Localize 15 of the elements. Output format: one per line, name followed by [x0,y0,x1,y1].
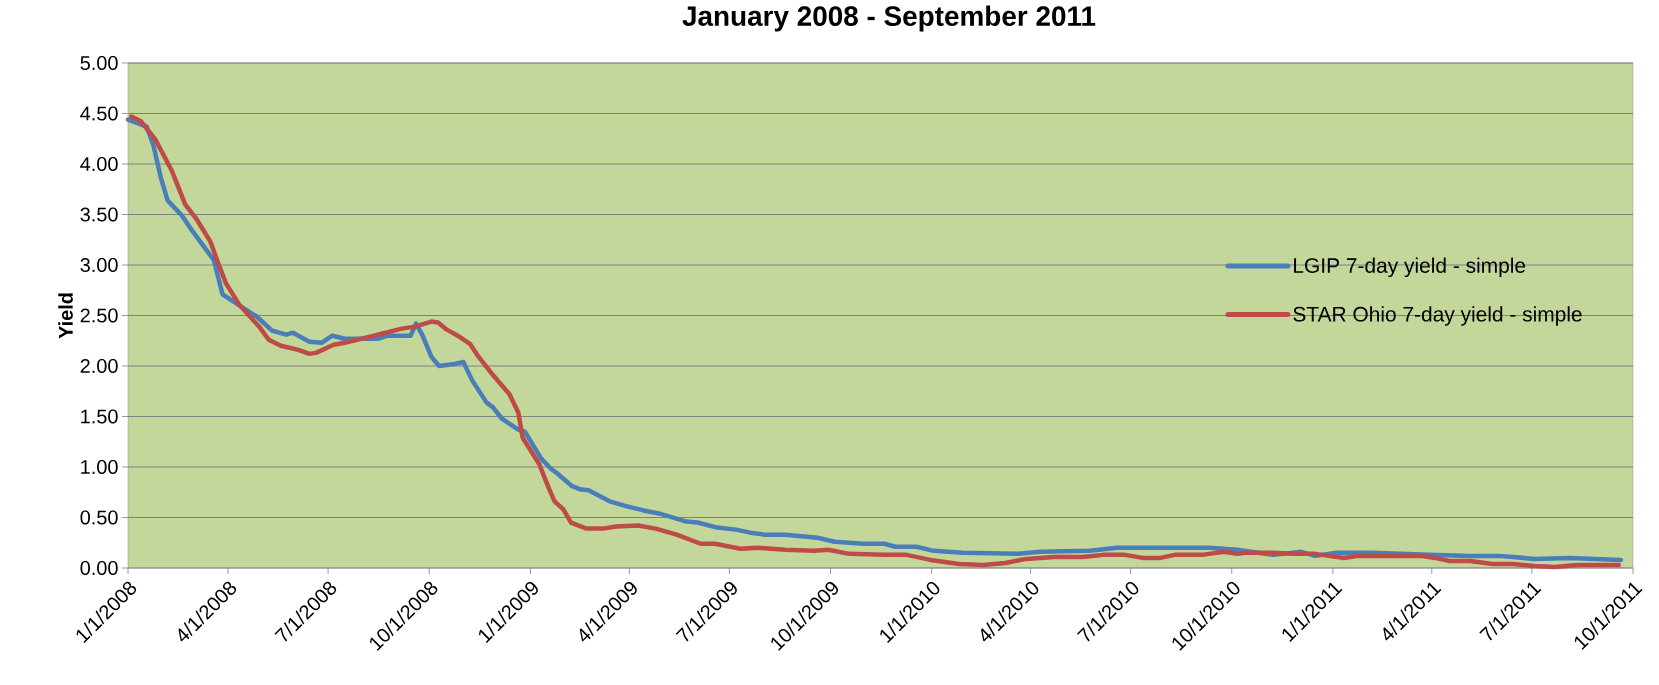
y-tick-label: 4.50 [80,106,118,121]
y-tick-label: 1.50 [81,409,118,424]
legend-label: STAR Ohio 7-day yield - simple [1293,306,1582,326]
y-tick-label: 2.50 [80,308,118,323]
y-axis-title: Yield [58,293,73,339]
chart-title: January 2008 - September 2011 [682,5,1096,32]
y-tick-label: 0.00 [80,560,118,576]
y-tick-label: 2.00 [80,358,118,374]
y-tick-label: 0.50 [80,510,118,525]
y-tick-label: 3.50 [80,207,118,222]
y-tick-label: 5.00 [80,55,118,71]
legend-label: LGIP 7-day yield - simple [1294,257,1526,278]
y-tick-label: 3.00 [80,257,118,273]
y-tick-label: 4.00 [80,156,118,172]
y-tick-label: 1.00 [81,459,118,475]
